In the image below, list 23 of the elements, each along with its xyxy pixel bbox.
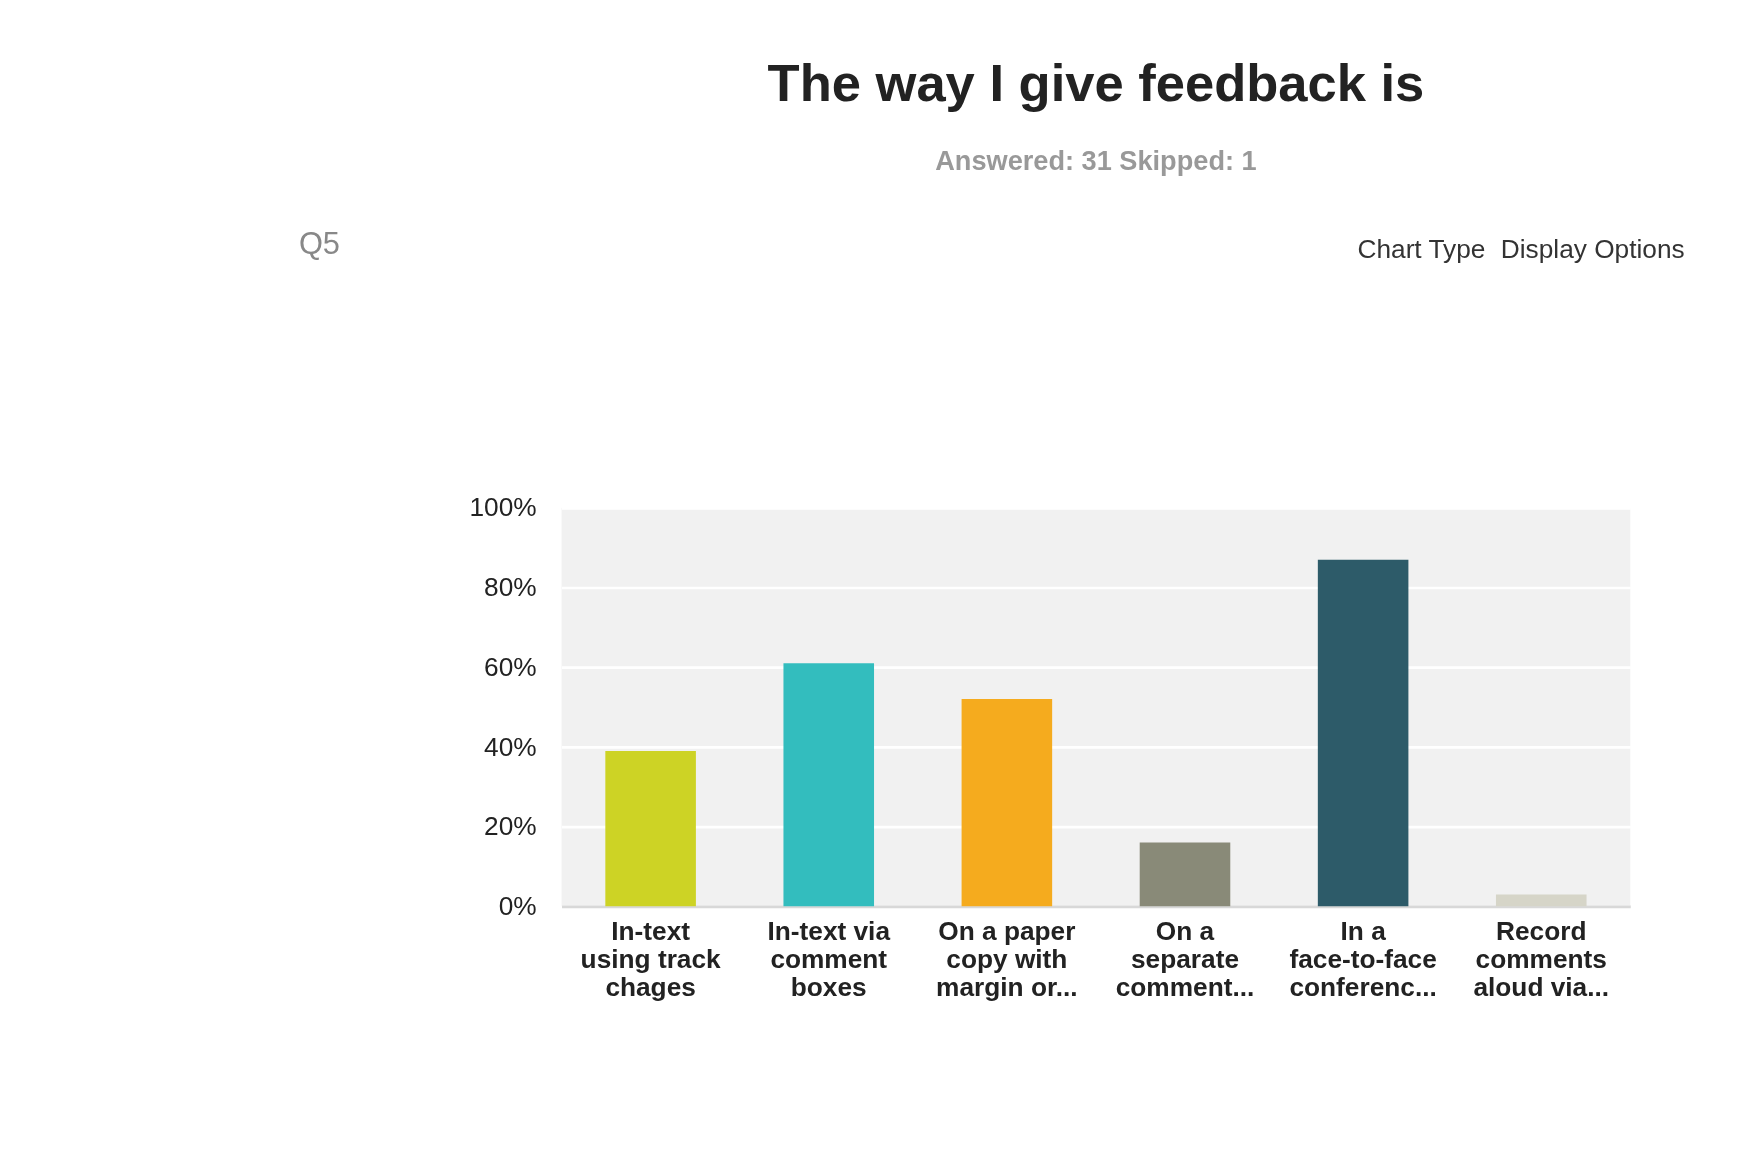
bar bbox=[783, 663, 875, 907]
text: Display Options bbox=[1500, 233, 1685, 264]
bar bbox=[1139, 842, 1231, 907]
y-tick-label: 80% bbox=[484, 572, 537, 603]
chart-title: The way I give feedback is bbox=[767, 53, 1425, 113]
bar bbox=[961, 699, 1053, 907]
text: Chart Type bbox=[1357, 233, 1486, 264]
y-tick-label: 0% bbox=[498, 890, 537, 921]
bar bbox=[605, 750, 696, 907]
x-tick-label: On a separate comment... bbox=[1115, 916, 1255, 1003]
x-tick-label: Record comments aloud via... bbox=[1473, 916, 1610, 1003]
x-tick-label: On a paper copy with margin or... bbox=[936, 916, 1078, 1003]
y-tick-label: 20% bbox=[484, 811, 537, 842]
x-tick-label: In-text using track chages bbox=[580, 916, 722, 1003]
y-tick-label: 100% bbox=[469, 492, 537, 523]
y-tick-label: 40% bbox=[484, 731, 537, 762]
chart-subtitle: Answered: 31 Skipped: 1 bbox=[935, 144, 1257, 176]
bar bbox=[1495, 894, 1587, 907]
bar bbox=[1317, 559, 1409, 907]
text: Q5 bbox=[298, 226, 340, 262]
x-tick-label: In-text via comment boxes bbox=[767, 916, 891, 1003]
y-tick-label: 60% bbox=[484, 651, 537, 682]
x-tick-label: In a face-to-face conferenc... bbox=[1289, 916, 1437, 1003]
